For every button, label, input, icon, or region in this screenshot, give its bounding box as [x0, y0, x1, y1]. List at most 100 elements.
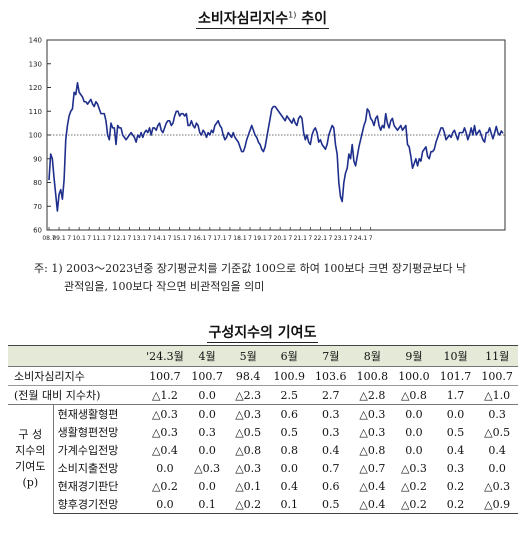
row-label: 생활형편전망 — [57, 426, 119, 439]
table-cell: △0.7 — [359, 461, 386, 475]
table-cell: △2.8 — [351, 385, 394, 405]
table-cell: 0.3 — [322, 407, 340, 421]
y-tick-label: 110 — [29, 108, 42, 116]
table-row-component: 생활형편전망 △0.3 0.3 △0.5 0.5 0.3 △0.3 0.0 0.… — [8, 423, 518, 441]
table-cell: △0.8 — [359, 443, 386, 457]
table-cell: 0.6 — [322, 479, 340, 493]
month-header: 9월 — [393, 345, 435, 367]
table-cell: 0.0 — [156, 461, 174, 475]
y-tick-label: 100 — [29, 132, 42, 140]
table-cell: 0.1 — [186, 495, 228, 514]
x-tick-label: 7 — [369, 235, 373, 242]
month-header: 8월 — [351, 345, 394, 367]
table-cell: △0.5 — [484, 425, 511, 439]
table-cell: △0.8 — [235, 443, 262, 457]
x-tick-label: 23.1 — [334, 235, 348, 242]
table-row-component: 소비지출전망 0.0 △0.3 △0.3 0.0 0.7 △0.7 △0.3 0… — [8, 459, 518, 477]
x-tick-label: 18.1 — [233, 235, 247, 242]
x-tick-label: 19.1 — [253, 235, 267, 242]
table-cell: 103.6 — [310, 366, 352, 386]
table-cell: △0.4 — [151, 443, 178, 457]
y-tick-label: 130 — [29, 60, 42, 68]
x-tick-label: 7 — [148, 235, 152, 242]
table-row-component: 현재경기판단 △0.2 0.0 △0.1 0.4 0.6 △0.4 △0.2 0… — [8, 477, 518, 495]
month-header: 6월 — [268, 345, 310, 367]
table-cell: △0.1 — [235, 479, 262, 493]
table-cell: 100.7 — [143, 366, 187, 386]
row-label: 소비자심리지수 — [8, 366, 144, 386]
table-cell: 100.8 — [351, 366, 394, 386]
table-cell: 0.0 — [143, 495, 187, 514]
y-tick-label: 90 — [33, 155, 42, 163]
x-tick-label: 7 — [188, 235, 192, 242]
table-cell: △0.3 — [484, 479, 511, 493]
x-tick-label: 08.7 — [42, 235, 56, 242]
x-tick-label: 7 — [349, 235, 353, 242]
x-tick-label: 7 — [308, 235, 312, 242]
x-tick-label: 11.1 — [93, 235, 107, 242]
x-tick-label: 7 — [127, 235, 131, 242]
table-cell: 100.7 — [476, 366, 518, 386]
row-label: 현재경기판단 — [57, 480, 119, 493]
table-cell: 0.4 — [280, 479, 298, 493]
table-cell: △0.2 — [400, 479, 427, 493]
x-tick-label: 7 — [87, 235, 91, 242]
x-tick-label: 7 — [67, 235, 71, 242]
table-cell: 0.0 — [488, 461, 506, 475]
table-cell: 0.5 — [280, 425, 298, 439]
x-tick-label: 20.1 — [274, 235, 288, 242]
table-header-row: '24.3월 4월 5월 6월 7월 8월 9월 10월 11월 — [8, 345, 518, 367]
table-cell: 0.3 — [198, 425, 216, 439]
table-cell: △0.9 — [476, 495, 518, 514]
row-label: 현재생활형편 — [57, 408, 119, 421]
table-row-component: 가계수입전망 △0.4 0.0 △0.8 0.8 0.4 △0.8 0.0 0.… — [8, 441, 518, 459]
table-cell: △0.5 — [235, 425, 262, 439]
table-cell: 101.7 — [434, 366, 477, 386]
x-tick-label: 7 — [168, 235, 172, 242]
table-cell: 0.2 — [446, 479, 465, 493]
x-tick-label: 24.1 — [354, 235, 368, 242]
table-cell: 0.0 — [186, 385, 228, 405]
contribution-table: '24.3월 4월 5월 6월 7월 8월 9월 10월 11월 소비자심리지수… — [8, 345, 518, 514]
table-cell: △0.3 — [235, 461, 262, 475]
y-tick-label: 70 — [33, 203, 42, 211]
table-cell: △2.3 — [227, 385, 269, 405]
table-cell: 0.0 — [405, 407, 423, 421]
csi-series-line — [48, 81, 504, 212]
table-cell: 98.4 — [227, 366, 269, 386]
x-tick-label: 09.1 — [52, 235, 66, 242]
table-cell: △0.8 — [393, 385, 435, 405]
table-cell: 100.0 — [393, 366, 435, 386]
table-cell: 0.0 — [198, 479, 216, 493]
table-cell: △0.3 — [235, 407, 262, 421]
chart-footnote: 주: 1) 2003～2023년중 장기평균치를 기준값 100으로 하여 10… — [34, 260, 514, 296]
x-tick-label: 15.1 — [173, 235, 187, 242]
row-label: 소비지출전망 — [57, 462, 119, 475]
table-cell: 0.3 — [322, 425, 340, 439]
table-row-csi: 소비자심리지수 100.7 100.7 98.4 100.9 103.6 100… — [8, 366, 518, 386]
table-cell: 1.7 — [434, 385, 477, 405]
table-cell: 100.7 — [186, 366, 228, 386]
x-tick-label: 16.1 — [193, 235, 207, 242]
chart-title: 소비자심리지수1) 추이 — [195, 10, 330, 29]
table-cell: 0.0 — [198, 443, 216, 457]
table-cell: △0.3 — [359, 407, 386, 421]
x-tick-label: 17.1 — [213, 235, 227, 242]
table-cell: 0.4 — [488, 443, 506, 457]
table-cell: 0.5 — [310, 495, 352, 514]
month-header: 5월 — [227, 345, 269, 367]
month-header: 7월 — [310, 345, 352, 367]
x-tick-label: 7 — [288, 235, 292, 242]
month-header: '24.3월 — [143, 345, 187, 367]
table-cell: △1.2 — [143, 385, 187, 405]
y-tick-label: 80 — [33, 179, 42, 187]
table-cell: 2.7 — [310, 385, 352, 405]
table-cell: 0.4 — [322, 443, 340, 457]
footnote-line-2: 관적임을, 100보다 작으면 비관적임을 의미 — [64, 280, 265, 293]
x-tick-label: 12.1 — [113, 235, 127, 242]
month-header: 4월 — [186, 345, 228, 367]
x-tick-label: 21.1 — [294, 235, 308, 242]
table-cell: △0.2 — [393, 495, 435, 514]
table-row-diff: (전월 대비 지수차) △1.2 0.0 △2.3 2.5 2.7 △2.8 △… — [8, 385, 518, 405]
